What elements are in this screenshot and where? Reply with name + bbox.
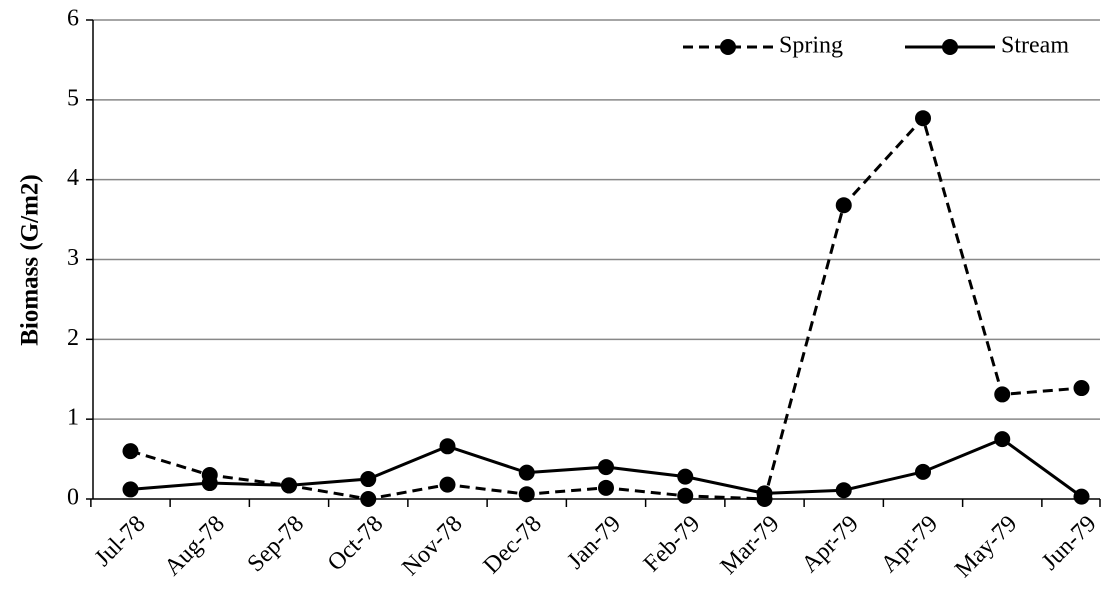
- data-point: [281, 477, 297, 494]
- data-point: [360, 491, 377, 507]
- data-point: [994, 386, 1011, 403]
- data-point: [835, 482, 852, 499]
- data-point: [1073, 380, 1090, 397]
- data-point: [677, 468, 694, 485]
- series-line: [130, 115, 1082, 501]
- data-point: [439, 476, 456, 493]
- y-tick-label: 0: [67, 485, 79, 511]
- y-tick-label: 2: [67, 325, 79, 351]
- legend-label: Stream: [1001, 33, 1069, 59]
- data-point: [518, 486, 535, 503]
- legend-label: Spring: [779, 33, 843, 59]
- data-point: [598, 479, 614, 496]
- x-tick-label: Apr-79: [797, 511, 864, 578]
- x-tick-label: Dec-78: [479, 511, 547, 579]
- data-point: [915, 110, 931, 127]
- x-tick-label: Nov-78: [397, 511, 467, 581]
- data-point: [994, 431, 1011, 448]
- data-point: [915, 463, 931, 480]
- x-tick-label: Apr-79: [876, 511, 943, 578]
- x-tick-label: Aug-78: [160, 511, 230, 581]
- data-point: [835, 197, 852, 214]
- x-tick-label: Feb-79: [639, 511, 705, 577]
- data-point: [122, 481, 139, 498]
- x-tick-label: Jul-78: [90, 511, 151, 572]
- y-tick-label: 5: [67, 85, 79, 111]
- y-tick-label: 1: [67, 405, 79, 431]
- legend-marker: [720, 39, 736, 55]
- x-tick-label: Oct-78: [323, 511, 389, 577]
- x-tick-label: Jan-79: [563, 511, 627, 575]
- legend-marker: [942, 39, 958, 55]
- data-point: [756, 485, 773, 502]
- data-point: [1073, 488, 1090, 505]
- y-tick-label: 3: [67, 245, 79, 271]
- y-tick-label: 6: [67, 6, 79, 32]
- data-point: [598, 459, 614, 476]
- x-tick-label: Jun-79: [1037, 511, 1102, 576]
- data-point: [518, 464, 535, 481]
- y-axis-label: Biomass (G/m2): [17, 174, 44, 346]
- data-point: [677, 487, 694, 504]
- data-point: [360, 471, 377, 488]
- data-point: [122, 443, 139, 460]
- data-point: [439, 438, 456, 455]
- data-point: [201, 475, 218, 492]
- x-tick-label: May-79: [950, 511, 1022, 583]
- y-tick-label: 4: [67, 165, 79, 191]
- x-tick-label: Mar-79: [716, 511, 785, 580]
- x-tick-label: Sep-78: [243, 511, 309, 577]
